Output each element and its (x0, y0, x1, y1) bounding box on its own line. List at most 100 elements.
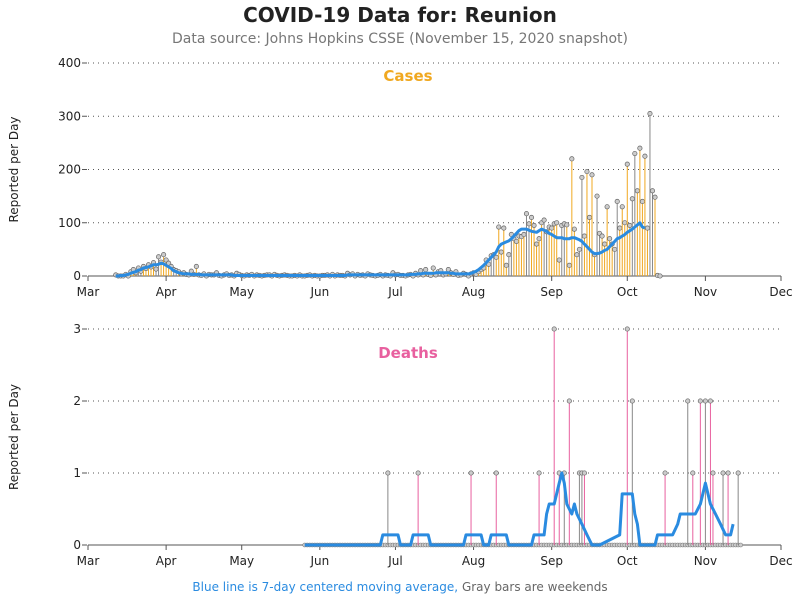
case-marker (549, 225, 555, 231)
footnote-weekend: Gray bars are weekends (461, 580, 608, 594)
death-marker (536, 470, 542, 476)
case-marker (193, 263, 199, 269)
death-marker (415, 470, 421, 476)
x-tick-label: Jul (387, 285, 402, 299)
death-marker (581, 470, 587, 476)
case-marker (586, 214, 593, 220)
case-marker (647, 111, 653, 117)
case-marker (652, 194, 658, 200)
y-axis-label: Reported per Day (7, 384, 21, 490)
case-marker (564, 222, 570, 228)
case-marker (574, 252, 580, 258)
case-marker (569, 156, 575, 162)
case-marker (498, 249, 504, 255)
case-marker (632, 150, 638, 157)
x-tick-label: Dec (769, 554, 792, 568)
case-marker (521, 231, 527, 238)
case-marker (156, 254, 162, 260)
footnote-avg: Blue line is 7-day centered moving avera… (192, 580, 459, 594)
y-tick-label: 0 (73, 269, 81, 283)
x-tick-label: Mar (77, 554, 100, 568)
x-tick-label: May (229, 554, 254, 568)
case-marker (423, 267, 429, 273)
case-marker (589, 172, 595, 178)
death-marker (690, 470, 696, 476)
footnote: Blue line is 7-day centered moving avera… (0, 580, 800, 594)
case-marker (581, 233, 587, 239)
case-marker (622, 220, 628, 226)
case-marker (627, 222, 633, 228)
x-tick-label: Aug (462, 285, 485, 299)
x-tick-label: Apr (156, 285, 177, 299)
y-tick-label: 1 (73, 466, 81, 480)
death-marker (735, 470, 741, 476)
case-marker (556, 257, 562, 263)
case-marker (642, 153, 648, 159)
x-tick-label: Apr (156, 554, 177, 568)
case-marker (528, 214, 535, 220)
chart-title: COVID-19 Data for: Reunion (243, 3, 557, 27)
x-tick-label: Jun (309, 285, 329, 299)
x-tick-label: Oct (617, 285, 638, 299)
panel-title: Deaths (378, 344, 438, 362)
case-marker (161, 252, 167, 258)
y-tick-label: 0 (73, 538, 81, 552)
death-zero-marker (738, 542, 743, 548)
death-marker (566, 398, 572, 404)
case-marker (637, 145, 643, 151)
case-marker (501, 225, 507, 231)
case-marker (554, 220, 560, 226)
case-marker (153, 266, 159, 272)
y-tick-label: 2 (73, 394, 81, 408)
case-marker (430, 265, 436, 271)
death-marker (385, 470, 391, 476)
case-marker (604, 204, 610, 210)
case-marker (594, 193, 600, 199)
case-marker (644, 225, 650, 231)
death-marker (710, 470, 716, 476)
x-tick-label: Jun (309, 554, 329, 568)
case-marker (534, 241, 540, 247)
x-tick-label: Dec (769, 285, 792, 299)
case-marker (541, 217, 547, 223)
x-tick-label: Nov (694, 554, 717, 568)
x-tick-label: May (229, 285, 254, 299)
death-marker (702, 398, 708, 404)
case-marker (576, 246, 582, 252)
case-marker (657, 273, 663, 279)
cases-panel: 0 100 200 300 400 Mar Apr May Jun Jul Aug Sep Oct Nov… (7, 56, 793, 299)
case-marker (614, 198, 620, 205)
x-tick-label: Mar (77, 285, 100, 299)
case-marker (579, 174, 585, 181)
case-marker (599, 233, 605, 239)
death-marker (551, 326, 557, 332)
death-marker (629, 398, 635, 404)
y-tick-label: 300 (58, 109, 81, 123)
death-marker (707, 398, 713, 404)
case-marker (639, 198, 645, 205)
death-marker (725, 470, 731, 476)
case-marker (619, 204, 625, 210)
y-tick-label: 400 (58, 56, 81, 70)
y-tick-label: 100 (58, 216, 81, 230)
x-tick-label: Sep (540, 554, 563, 568)
case-marker (584, 169, 590, 175)
death-marker (662, 470, 668, 476)
death-marker (468, 470, 474, 476)
death-marker (685, 398, 691, 404)
deaths-moving-average-line (304, 471, 735, 547)
y-axis-label: Reported per Day (7, 116, 21, 222)
case-marker (523, 211, 530, 217)
y-tick-label: 200 (58, 163, 81, 177)
case-marker (602, 241, 608, 247)
death-marker (624, 326, 630, 332)
case-marker (607, 236, 613, 242)
death-marker (720, 470, 726, 476)
x-tick-label: Oct (617, 554, 638, 568)
case-marker (634, 188, 640, 194)
case-marker (496, 224, 502, 230)
x-tick-label: Jul (387, 554, 402, 568)
x-tick-label: Nov (694, 285, 717, 299)
deaths-panel: 0 1 2 3 Mar Apr May Jun Jul Aug Sep Oct Nov Dec Report… (7, 322, 793, 568)
